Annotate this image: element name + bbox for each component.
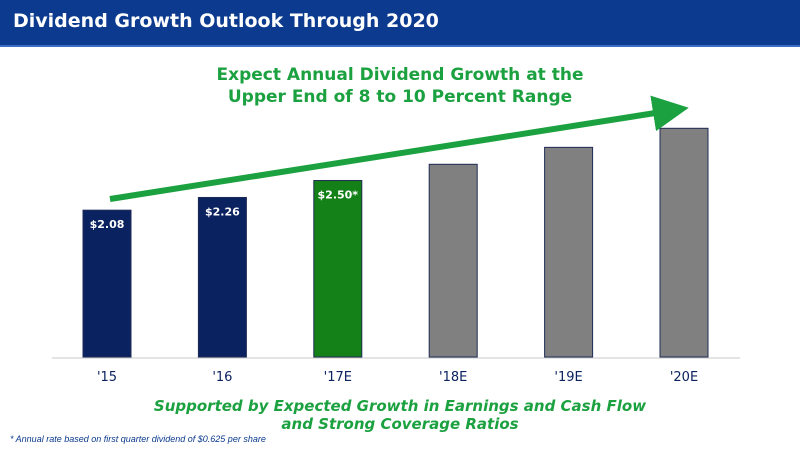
x-tick-label-3: '18E	[439, 370, 467, 385]
header-divider	[0, 45, 800, 47]
trend-arrow	[109, 95, 689, 202]
data-label-1: $2.26	[205, 205, 240, 218]
footnote: * Annual rate based on first quarter div…	[10, 434, 266, 444]
data-label-0: $2.08	[90, 218, 125, 231]
page-title: Dividend Growth Outlook Through 2020	[13, 10, 439, 32]
x-tick-label-0: '15	[97, 370, 117, 385]
bar-4	[544, 146, 594, 358]
bar-3	[428, 163, 478, 358]
bar-2	[313, 180, 363, 358]
bar-5	[659, 127, 709, 358]
headline-line-1: Expect Annual Dividend Growth at the	[216, 65, 584, 85]
x-tick-label-2: '17E	[324, 370, 352, 385]
bar-1	[197, 196, 247, 358]
support-line-2: and Strong Coverage Ratios	[281, 415, 519, 433]
header-bar: Dividend Growth Outlook Through 2020	[0, 0, 800, 45]
bar-0	[82, 209, 132, 358]
support-line-1: Supported by Expected Growth in Earnings…	[153, 397, 647, 415]
x-tick-label-4: '19E	[554, 370, 582, 385]
headline-line-2: Upper End of 8 to 10 Percent Range	[227, 87, 573, 107]
x-tick-label-5: '20E	[670, 370, 698, 385]
x-tick-label-1: '16	[212, 370, 232, 385]
data-label-2: $2.50*	[318, 189, 359, 202]
